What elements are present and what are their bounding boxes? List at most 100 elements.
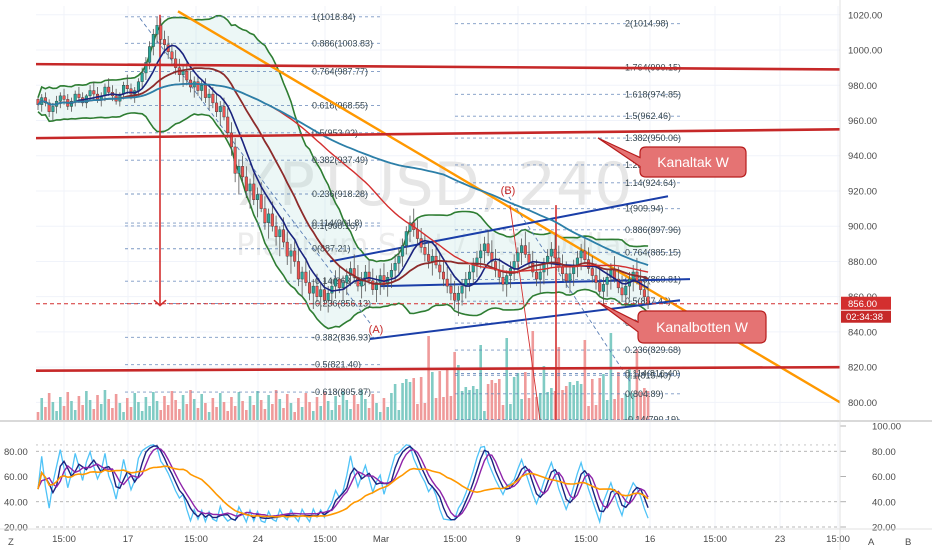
volume-bar [114, 394, 118, 420]
volume-bar [590, 379, 594, 420]
callout-kanaltak[interactable]: Kanaltak W [597, 137, 747, 178]
callout-kanalbotten-bubble [597, 301, 767, 344]
volume-bar [609, 333, 613, 420]
resistance-line-upper[interactable] [36, 62, 840, 71]
channel-top-line[interactable] [329, 195, 669, 263]
candle-body [460, 285, 464, 294]
price-axis[interactable]: 1020.00 1000.00 980.00 960.00 940.00 920.00 90… [839, 0, 891, 550]
fib-level-label: -0.618(805.87) [312, 387, 371, 397]
volume-bar [371, 394, 375, 420]
volume-bar [297, 398, 300, 420]
candle-body [241, 166, 245, 178]
candle-body [538, 271, 542, 280]
volume-bar [334, 396, 337, 420]
volume-bar [453, 352, 456, 420]
volume-bar [497, 379, 501, 420]
volume-bar [230, 397, 233, 420]
time-tick-label: 16 [645, 534, 656, 545]
volume-bar [364, 399, 367, 420]
annotations: (A) (B) Kanaltak W Kanalbotten W [369, 137, 767, 344]
volume-bar [233, 406, 237, 420]
volume-bar [527, 398, 531, 420]
volume-bar [564, 386, 568, 420]
volume-bar [486, 384, 490, 420]
candle-body [215, 102, 219, 112]
osc-tick-label: 80.00 [872, 447, 896, 458]
volume-bar [568, 382, 572, 420]
candle-body [345, 275, 349, 283]
scale-mode-button[interactable]: B [905, 537, 911, 548]
candle-body [58, 95, 62, 102]
watermark-symbol: XPTUSD, 240 [238, 150, 633, 220]
volume-bar [107, 399, 110, 420]
volume-bar [66, 392, 70, 420]
volume-bar [44, 407, 47, 420]
candle-body [393, 263, 397, 271]
osc-left-tick-label: 60.00 [4, 472, 28, 483]
volume-bar [378, 412, 382, 420]
callout-kanaltak-bubble [597, 137, 747, 178]
support-line[interactable] [36, 365, 840, 372]
fib-level-label: 1.14(924.64) [625, 178, 676, 188]
time-tick-label: 15:00 [574, 534, 598, 545]
candle-body [516, 252, 520, 262]
candle-body [378, 275, 382, 283]
timezone-label[interactable]: Z [8, 537, 14, 548]
moving-averages [37, 44, 649, 292]
candle-body [73, 93, 77, 102]
wave-label-a: (A) [369, 324, 384, 336]
candle-body [43, 97, 47, 104]
auto-scale-button[interactable]: A [868, 537, 875, 548]
volume-bar [118, 403, 122, 420]
volume-bar [148, 406, 151, 420]
volume-bar [483, 411, 486, 420]
time-tick-label: 15:00 [52, 534, 76, 545]
osc-purple-line [37, 447, 649, 517]
candle-body [605, 277, 609, 285]
callout-kanalbotten[interactable]: Kanalbotten W [597, 301, 767, 344]
candle-body [77, 93, 81, 98]
volume-bar [602, 374, 605, 420]
fib-level-label: 0.764(885.15) [625, 247, 681, 257]
volume-bar [285, 394, 289, 420]
candle-body [646, 296, 650, 304]
volume-bar [557, 347, 561, 420]
candle-body [367, 271, 371, 282]
candle-body [148, 46, 152, 63]
volume-bar [122, 412, 125, 420]
volume-bar [189, 390, 192, 420]
volume-bar [103, 390, 107, 420]
volume-bar [401, 383, 404, 420]
time-tick-label: 23 [775, 534, 786, 545]
volume-bar [438, 371, 442, 420]
volume-bar [207, 412, 211, 420]
candle-body [151, 33, 155, 47]
volume-bar [367, 408, 371, 420]
time-axis[interactable]: 15:00 17 15:00 24 15:00 Mar 15:00 9 15:00 16 15:00… [0, 528, 932, 545]
candle-body [415, 229, 419, 239]
fib-level-label: 0.886(1003.83) [312, 38, 373, 48]
volume-bar [338, 405, 341, 420]
volume-bar [408, 382, 412, 420]
channel-bottom-line[interactable] [369, 299, 681, 340]
candle-body [319, 289, 323, 297]
volume-bar [475, 389, 479, 420]
candle-body [330, 285, 334, 294]
volume-bar [494, 383, 497, 420]
volume-bar [152, 392, 155, 420]
candle-body [375, 282, 379, 290]
price-tick-label: 800.00 [848, 398, 877, 409]
volume-bar [620, 398, 624, 420]
volume-bar [140, 411, 144, 420]
candle-body [170, 51, 174, 60]
osc-left-tick-label: 20.00 [4, 523, 28, 534]
candle-body [125, 85, 129, 90]
candle-body [308, 282, 312, 294]
volume-bar [211, 398, 215, 420]
volume-bar [460, 391, 464, 420]
resistance-line-lower[interactable] [36, 128, 840, 140]
volume-bar [88, 400, 92, 420]
candle-body [575, 257, 579, 266]
volume-bar [163, 396, 166, 420]
time-tick-label: 24 [253, 534, 264, 545]
